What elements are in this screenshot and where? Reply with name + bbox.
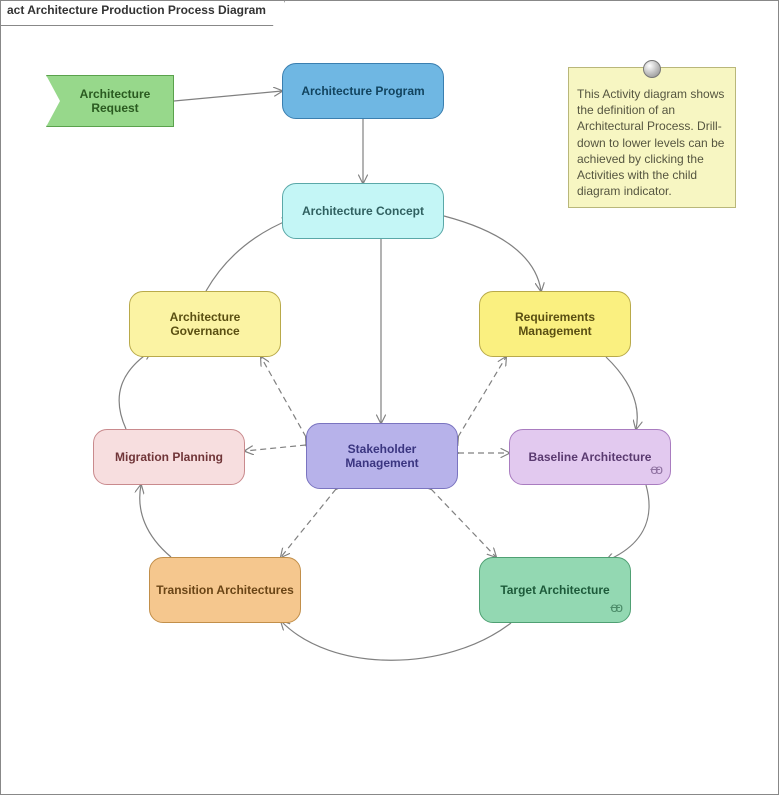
note-text: This Activity diagram shows the definiti…: [577, 87, 724, 198]
node-label: Architecture Program: [301, 84, 424, 98]
pin-icon: [643, 60, 661, 78]
edge-target-transition: [281, 621, 511, 660]
child-diagram-icon: oo: [650, 461, 660, 478]
edge-migration-governance: [119, 351, 151, 429]
edge-concept-requirements: [444, 216, 541, 291]
edge-transition-migration: [140, 485, 171, 557]
node-label: Requirements Management: [484, 310, 626, 339]
node-baseline[interactable]: Baseline Architectureoo: [509, 429, 671, 485]
dashed-edge-0: [245, 445, 306, 451]
node-request[interactable]: Architecture Request: [46, 75, 174, 127]
edge-baseline-target: [606, 485, 649, 561]
node-program[interactable]: Architecture Program: [282, 63, 444, 119]
diagram-note: This Activity diagram shows the definiti…: [568, 67, 736, 208]
node-concept[interactable]: Architecture Concept: [282, 183, 444, 239]
edge-requirements-baseline: [606, 357, 637, 429]
child-diagram-icon: oo: [610, 599, 620, 616]
node-label: Architecture Request: [57, 87, 173, 115]
node-label: Architecture Governance: [134, 310, 276, 339]
node-label: Transition Architectures: [156, 583, 294, 597]
node-label: Baseline Architecture: [529, 450, 652, 464]
frame-title: act Architecture Production Process Diag…: [1, 1, 285, 26]
node-stakeholder[interactable]: Stakeholder Management: [306, 423, 458, 489]
dashed-edge-5: [431, 489, 496, 557]
node-label: Architecture Concept: [302, 204, 424, 218]
edge-request-program: [174, 91, 282, 101]
dashed-edge-4: [281, 489, 336, 557]
node-label: Stakeholder Management: [311, 442, 453, 471]
dashed-edge-1: [261, 357, 306, 437]
edge-governance-concept: [206, 219, 291, 291]
node-label: Target Architecture: [500, 583, 609, 597]
diagram-frame: act Architecture Production Process Diag…: [0, 0, 779, 795]
node-governance[interactable]: Architecture Governance: [129, 291, 281, 357]
node-label: Migration Planning: [115, 450, 223, 464]
node-transition[interactable]: Transition Architectures: [149, 557, 301, 623]
node-requirements[interactable]: Requirements Management: [479, 291, 631, 357]
dashed-edge-2: [458, 357, 506, 437]
node-target[interactable]: Target Architectureoo: [479, 557, 631, 623]
node-migration[interactable]: Migration Planning: [93, 429, 245, 485]
